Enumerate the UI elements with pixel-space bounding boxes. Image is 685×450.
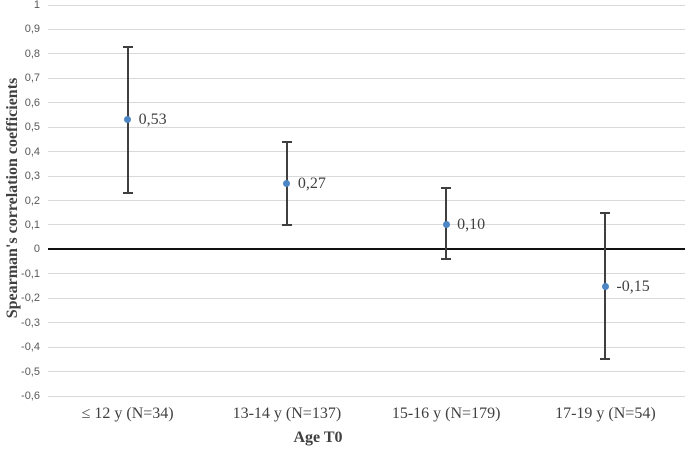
error-bar-cap-top: [441, 187, 452, 190]
y-gridline: [48, 77, 685, 79]
y-tick-label: -0,4: [21, 341, 40, 354]
y-tick-label: -0,2: [21, 292, 40, 305]
y-gridline: [48, 28, 685, 30]
y-gridline: [48, 273, 685, 275]
y-tick-label: 0,3: [24, 170, 40, 183]
y-tick-label: -0,1: [21, 267, 40, 280]
y-tick-label: -0,3: [21, 316, 40, 329]
y-gridline: [48, 200, 685, 201]
error-bar-cap-bottom: [441, 258, 452, 261]
y-gridline: [48, 53, 685, 55]
data-point-label: -0,15: [616, 277, 650, 295]
y-tick-label: 0,6: [24, 96, 40, 109]
x-category-label: 17-19 y (N=54): [555, 405, 656, 422]
y-gridline: [48, 224, 685, 226]
y-gridline: [48, 175, 685, 177]
error-bar-cap-top: [281, 140, 292, 143]
data-point-marker: [283, 179, 291, 187]
data-point-label: 0,53: [138, 111, 167, 129]
data-point-label: 0,10: [457, 216, 486, 234]
y-tick-label: 0,5: [24, 121, 40, 134]
y-tick-label: 0,9: [24, 23, 40, 36]
x-category-label: 13-14 y (N=137): [232, 405, 342, 422]
x-category-label: 15-16 y (N=179): [391, 405, 501, 422]
y-tick-label: -0,5: [21, 365, 40, 378]
data-point-marker: [124, 116, 132, 124]
y-gridline: [48, 395, 685, 397]
data-point-label: 0,27: [297, 174, 326, 192]
error-bar-cap-top: [600, 211, 611, 214]
y-gridline: [48, 297, 685, 299]
y-tick-label: 0,1: [24, 218, 40, 231]
y-gridline: [48, 102, 685, 104]
zero-axis-line: [48, 248, 685, 251]
y-gridline: [48, 346, 685, 348]
error-bar-cap-top: [122, 45, 133, 48]
y-gridline: [48, 126, 685, 128]
y-gridline: [48, 322, 685, 324]
y-tick-label: 0: [33, 243, 40, 256]
x-axis-title: Age T0: [293, 429, 343, 446]
error-bar-cap-bottom: [600, 358, 611, 361]
y-tick-label: 0,4: [24, 145, 40, 158]
y-gridline: [48, 4, 685, 6]
y-tick-label: 0,8: [24, 47, 40, 60]
data-point-marker: [601, 282, 609, 290]
x-category-label: ≤ 12 y (N=34): [81, 405, 174, 422]
y-tick-label: 0,2: [24, 194, 40, 207]
error-bar-cap-bottom: [281, 223, 292, 226]
y-gridline: [48, 371, 685, 373]
y-gridline: [48, 151, 685, 153]
data-point-marker: [442, 221, 450, 229]
error-bar-cap-bottom: [122, 192, 133, 195]
y-tick-label: 1: [33, 0, 40, 11]
y-tick-label: 0,7: [24, 72, 40, 85]
y-tick-label: -0,6: [21, 390, 40, 402]
